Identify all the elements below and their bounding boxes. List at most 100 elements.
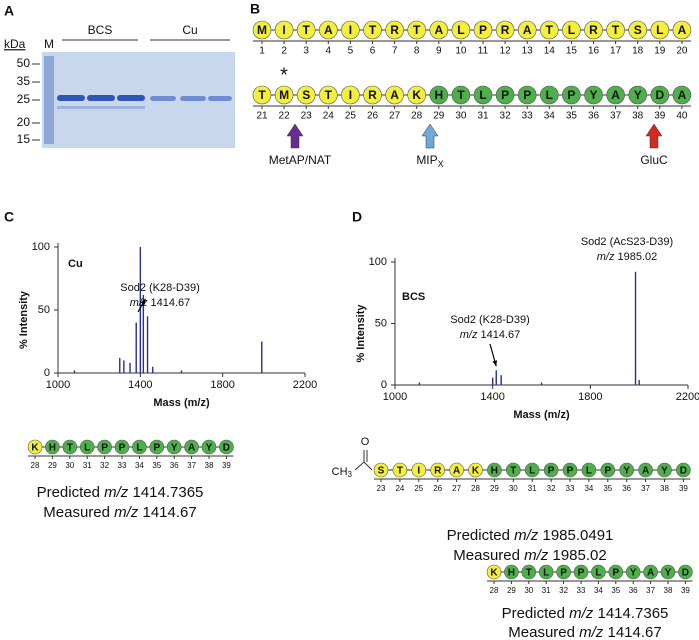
mass-unit: m/z: [104, 484, 129, 501]
mass-label: Measured: [43, 504, 110, 521]
residue-bead: [114, 439, 130, 455]
residue-position: 30: [455, 111, 467, 122]
residue-position: 7: [392, 46, 398, 57]
residue-position: 33: [577, 586, 586, 595]
residue-letter: T: [397, 466, 403, 477]
gel-bands: [57, 95, 232, 109]
residue-letter: L: [586, 466, 592, 477]
annotation-unit: m/z: [460, 329, 478, 341]
residue-bead: [676, 462, 691, 478]
y-tick-label: 50: [38, 304, 50, 316]
residue-bead: [473, 20, 493, 40]
residue-letter: A: [434, 23, 443, 37]
residue-position: 23: [377, 484, 386, 493]
mass-label: Predicted: [447, 527, 510, 544]
residue-bead: [495, 85, 515, 105]
residue-letter: Y: [206, 443, 213, 454]
residue-position: 38: [664, 586, 673, 595]
residue-position: 25: [345, 111, 357, 122]
residue-bead: [201, 439, 217, 455]
residue-letter: P: [612, 568, 619, 579]
residue-position: 9: [436, 46, 442, 57]
residue-bead: [252, 20, 272, 40]
acetyl-bond: [354, 450, 373, 471]
residue-bead: [517, 20, 537, 40]
residue-bead: [252, 85, 272, 105]
residue-bead: [672, 20, 692, 40]
residue-position: 34: [584, 484, 593, 493]
residue-position: 37: [646, 586, 655, 595]
x-tick-label: 1000: [383, 391, 407, 403]
residue-position: 35: [566, 111, 578, 122]
residue-letter: R: [434, 466, 442, 477]
residue-bead: [657, 462, 672, 478]
x-tick-label: 1800: [210, 379, 234, 391]
mass-unit: m/z: [569, 605, 594, 622]
mass-line: Measured m/z 1985.02: [453, 547, 606, 564]
annotation-unit: m/z: [130, 297, 148, 309]
residue-bead: [650, 85, 670, 105]
residue-letter: L: [595, 568, 601, 579]
residue-letter: H: [491, 466, 498, 477]
residue-letter: S: [302, 88, 310, 102]
residue-bead: [79, 439, 95, 455]
annotation-value: 1414.67: [151, 297, 191, 309]
acetyl-methyl: CH: [332, 466, 348, 478]
residue-position: 27: [389, 111, 401, 122]
residue-bead: [219, 439, 234, 455]
residue-position: 36: [622, 484, 631, 493]
residue-bead: [407, 20, 427, 40]
residue-position: 20: [676, 46, 688, 57]
residue-position: 29: [433, 111, 445, 122]
y-tick-label: 100: [369, 256, 387, 268]
residue-bead: [562, 85, 581, 105]
residue-bead: [45, 439, 60, 455]
residue-bead: [643, 564, 658, 580]
cleavage-subscript: X: [438, 159, 444, 169]
ladder-label: 20: [17, 115, 31, 129]
residue-position: 15: [566, 46, 578, 57]
x-tick-label: 1400: [128, 379, 152, 391]
residue-bead: [606, 85, 625, 105]
residue-position: 31: [83, 461, 92, 470]
ladder-label: 50: [17, 56, 31, 70]
residue-position: 40: [676, 111, 688, 122]
residue-bead: [274, 20, 294, 40]
residue-bead: [429, 85, 449, 105]
annotation: Sod2 (K28-D39): [450, 314, 530, 326]
residue-bead: [504, 564, 519, 580]
mass-line: Measured m/z 1414.67: [508, 624, 661, 640]
residue-bead: [468, 462, 483, 478]
annotation: m/z 1985.02: [597, 251, 658, 263]
x-axis-title: Mass (m/z): [513, 409, 570, 421]
residue-bead: [584, 85, 603, 105]
residue-position: 22: [279, 111, 291, 122]
residue-letter: I: [349, 88, 352, 102]
residue-letter: A: [647, 568, 654, 579]
mass-line: Measured m/z 1414.67: [43, 504, 196, 521]
residue-letter: P: [119, 443, 126, 454]
residue-position: 26: [367, 111, 379, 122]
residue-letter: T: [258, 88, 266, 102]
residue-letter: Y: [661, 466, 668, 477]
residue-position: 33: [118, 461, 127, 470]
residue-letter: M: [279, 88, 289, 102]
residue-position: 37: [641, 484, 650, 493]
residue-letter: A: [453, 466, 460, 477]
residue-bead: [363, 85, 382, 105]
residue-bead: [407, 85, 427, 105]
group-label: Cu: [182, 23, 197, 37]
residue-position: 2: [281, 46, 287, 57]
residue-letter: P: [567, 466, 574, 477]
residue-letter: M: [257, 23, 267, 37]
x-tick-label: 1800: [578, 391, 602, 403]
cleavage-label: GluC: [640, 153, 668, 167]
residue-letter: T: [612, 23, 620, 37]
residue-letter: L: [568, 23, 575, 37]
annotation: Sod2 (AcS23-D39): [581, 236, 673, 248]
residue-bead: [149, 439, 165, 455]
residue-position: 23: [301, 111, 313, 122]
x-axis-title: Mass (m/z): [153, 397, 210, 409]
residue-bead: [487, 462, 502, 478]
residue-letter: S: [378, 466, 385, 477]
